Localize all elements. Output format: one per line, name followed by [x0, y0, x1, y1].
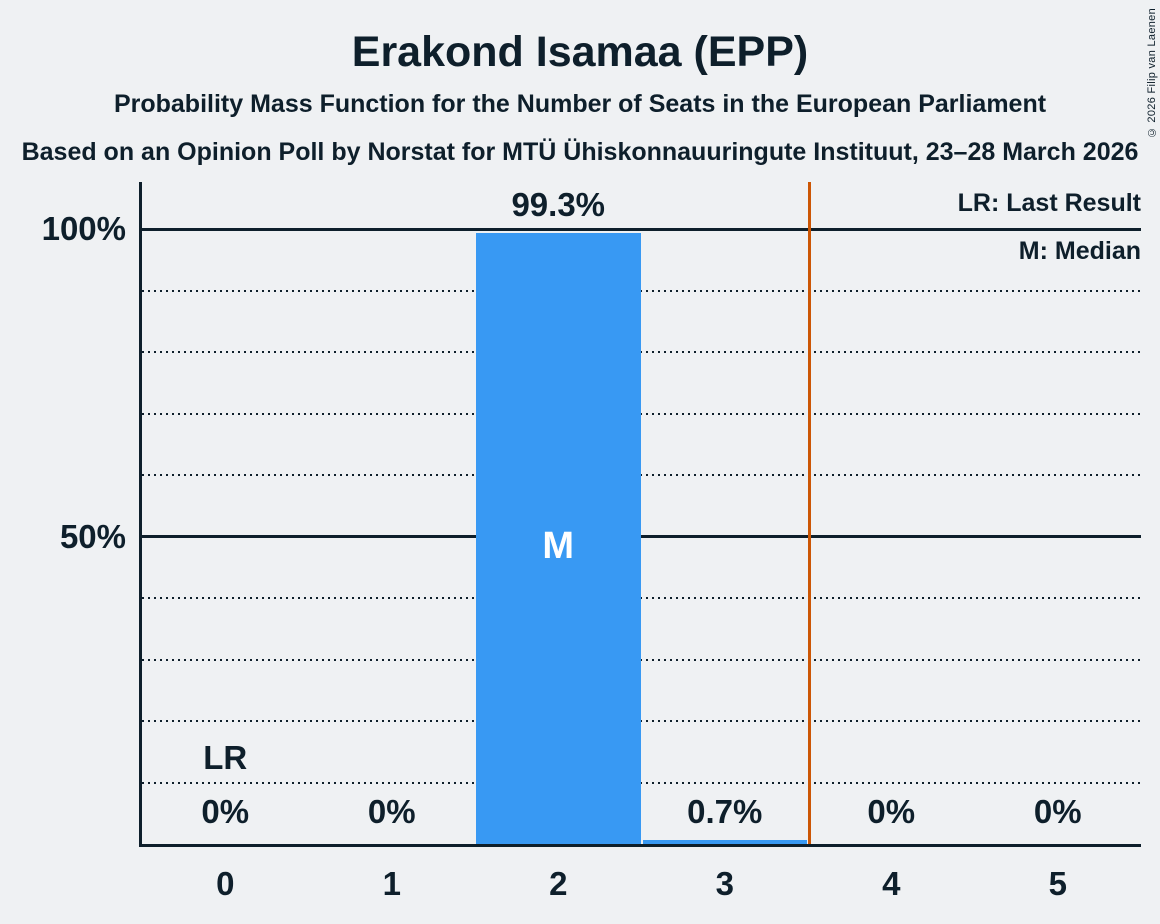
y-axis-label-100: 100% [41, 210, 126, 247]
copyright-notice: © 2026 Filip van Laenen [1146, 8, 1158, 139]
chart-source-line: Based on an Opinion Poll by Norstat for … [21, 138, 1139, 166]
gridline-90pct [142, 289, 1141, 292]
seat-column-0: 0% LR 0 [142, 182, 309, 902]
bar-value-label-5: 0% [1033, 793, 1082, 830]
x-tick-label-0: 0 [216, 865, 235, 902]
legend-last-result: LR: Last Result [957, 189, 1141, 217]
seat-column-3: 0.7% 3 [642, 182, 809, 902]
median-annotation: M [542, 524, 575, 567]
bar-value-label-2: 99.3% [511, 186, 606, 224]
seat-column-5: 0% 5 [975, 182, 1142, 902]
probability-bar-3 [642, 839, 807, 844]
reference-line-vertical [808, 182, 811, 844]
x-tick-label-2: 2 [549, 865, 568, 902]
bar-value-label-0: 0% [201, 793, 250, 830]
gridline-10pct [142, 781, 1141, 784]
chart-subtitle: Probability Mass Function for the Number… [113, 90, 1047, 118]
plot-area: 0% LR 0 0% 1 99.3% M 2 0.7% 3 0% 4 0% 5 [139, 182, 1142, 902]
x-tick-label-4: 4 [882, 865, 901, 902]
gridline-20pct [142, 720, 1141, 722]
gridline-100pct [142, 227, 1141, 231]
bar-value-label-1: 0% [367, 793, 416, 830]
x-tick-label-5: 5 [1048, 865, 1067, 902]
gridline-50pct [142, 535, 1141, 538]
gridline-40pct [142, 597, 1141, 599]
y-axis-label-50: 50% [59, 517, 126, 555]
seat-column-1: 0% 1 [309, 182, 476, 902]
bar-value-label-3: 0.7% [687, 793, 763, 830]
last-result-annotation: LR [203, 739, 248, 776]
legend-median: M: Median [1018, 237, 1141, 265]
gridline-80pct [142, 351, 1141, 353]
gridline-70pct [142, 412, 1141, 415]
seat-column-2: 99.3% M 2 [475, 182, 642, 902]
seat-column-4: 0% 4 [808, 182, 975, 902]
x-tick-label-3: 3 [715, 865, 734, 902]
chart-title: Erakond Isamaa (EPP) [351, 28, 809, 76]
bar-value-label-4: 0% [867, 793, 916, 830]
probability-bar-2 [476, 233, 641, 844]
gridline-30pct [142, 658, 1141, 661]
gridline-60pct [142, 474, 1141, 476]
x-tick-label-1: 1 [382, 865, 401, 902]
